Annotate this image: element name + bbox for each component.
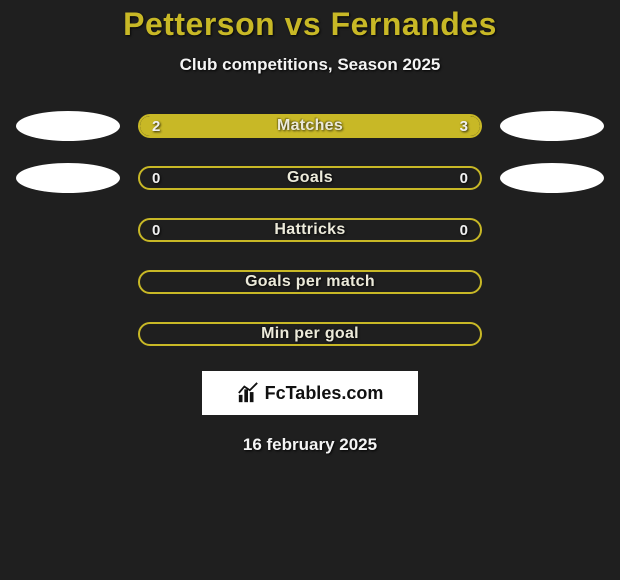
comparison-infographic: Petterson vs Fernandes Club competitions… (0, 0, 620, 455)
player-left-ellipse (16, 111, 120, 141)
stat-bar: Hattricks0 0 (138, 218, 482, 242)
bar-chart-icon (237, 382, 259, 404)
stat-value-right: 3 (460, 116, 468, 136)
player-left-ellipse (16, 163, 120, 193)
stat-value-left: 0 (152, 168, 160, 188)
source-logo-text: FcTables.com (265, 383, 384, 404)
stat-row: Matches2 3 (0, 111, 620, 141)
stat-bar-label: Hattricks (140, 220, 480, 240)
stat-value-right: 0 (460, 168, 468, 188)
player-right-ellipse (500, 163, 604, 193)
stat-bars-container: Matches23Goals00Hattricks00Goals per mat… (0, 111, 620, 349)
stat-value-left: 2 (152, 116, 160, 136)
stat-bar: Min per goal (138, 322, 482, 346)
stat-bar-label: Goals (140, 168, 480, 188)
page-subtitle: Club competitions, Season 2025 (0, 55, 620, 75)
stat-row: Hattricks0 0 (0, 215, 620, 245)
stat-value-right: 0 (460, 220, 468, 240)
date-label: 16 february 2025 (0, 435, 620, 455)
stat-bar-label: Min per goal (140, 324, 480, 344)
stat-bar-label: Goals per match (140, 272, 480, 292)
stat-row: Goals per match (0, 267, 620, 297)
page-title: Petterson vs Fernandes (0, 6, 620, 43)
stat-bar-label: Matches (140, 116, 480, 136)
stat-value-left: 0 (152, 220, 160, 240)
stat-bar: Goals per match (138, 270, 482, 294)
player-right-ellipse (500, 111, 604, 141)
stat-bar: Matches2 3 (138, 114, 482, 138)
stat-row: Min per goal (0, 319, 620, 349)
stat-bar: Goals0 0 (138, 166, 482, 190)
source-logo-box: FcTables.com (202, 371, 418, 415)
stat-row: Goals0 0 (0, 163, 620, 193)
